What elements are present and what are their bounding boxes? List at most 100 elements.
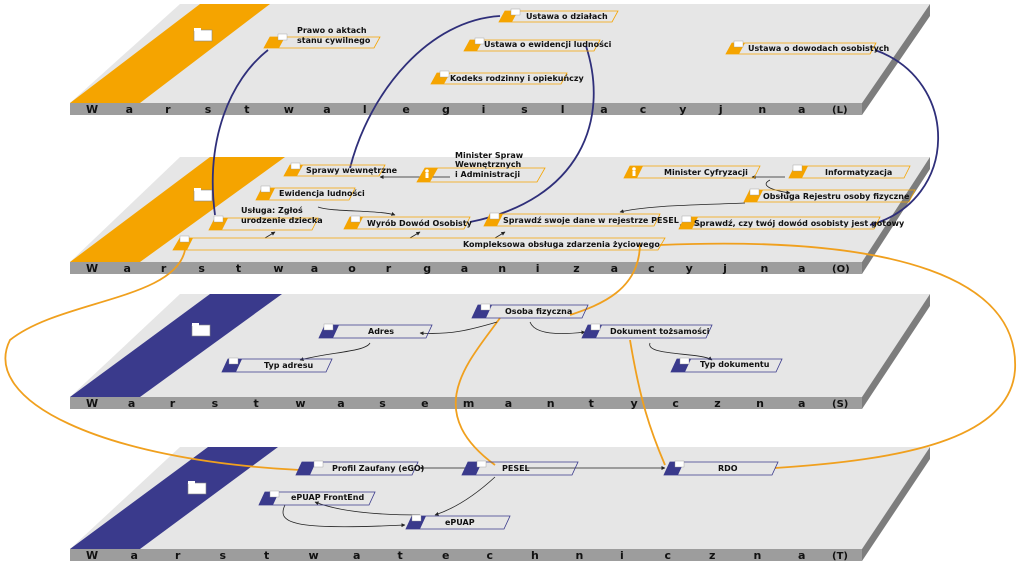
layer-title-letter: c [648, 262, 655, 275]
layer-title-letter: n [756, 397, 764, 410]
node-box [416, 167, 546, 183]
node-label: Osoba fizyczna [505, 307, 572, 316]
node-typ-dokumentu[interactable]: Typ dokumentu [670, 357, 783, 373]
document-icon [277, 33, 288, 41]
node-ewidencja-ludnosci[interactable]: Ewidencja ludności [255, 185, 365, 201]
node-sprawdz-pesel[interactable]: Sprawdź swoje dane w rejestrze PESEL [483, 212, 679, 227]
document-icon [681, 215, 692, 223]
layer-title-letter: y [686, 262, 693, 275]
plane-top [70, 447, 930, 549]
layer-title-letter: W [86, 103, 98, 116]
layer-title-letter: s [205, 103, 212, 116]
layer-title-letter: e [421, 397, 428, 410]
layer-title-letter: z [709, 549, 715, 562]
layer-title-letter: w [309, 549, 319, 562]
document-icon [489, 212, 500, 220]
arrow [619, 202, 746, 214]
layer-title-letter: w [295, 397, 305, 410]
arrow [494, 231, 506, 239]
layer-title-letter: j [722, 262, 727, 275]
server-icon [674, 460, 685, 468]
node-kompleksowa-obsluga[interactable]: Kompleksowa obsługa zdarzenia życiowego [172, 235, 666, 251]
node-obsluga-rejestru[interactable]: Obsługa Rejestru osoby fizyczne [743, 188, 916, 203]
node-label: Ustawa o ewidencji ludności [484, 39, 612, 49]
layer-title-letter: c [665, 549, 672, 562]
layer-title-letter: r [170, 397, 176, 410]
node-box [725, 42, 877, 55]
layer-title-letter: i [482, 103, 486, 116]
document-icon [228, 357, 239, 365]
layer-title-letter: n [576, 549, 584, 562]
layer-title-letter: a [505, 397, 512, 410]
node-adres[interactable]: Adres [318, 323, 433, 339]
node-ustawa-o-dzialach[interactable]: Ustawa o działach [498, 8, 619, 23]
node-dokument-tozsamosci[interactable]: Dokument tożsamości [581, 323, 713, 339]
node-ustawa-o-dowodach[interactable]: Ustawa o dowodach osobistych [725, 40, 890, 55]
node-kodeks-rodzinny[interactable]: Kodeks rodzinny i opiekuńczy [430, 70, 585, 85]
layer-title-letter: y [679, 103, 686, 116]
node-ustawa-o-ewidencji[interactable]: Ustawa o ewidencji ludności [463, 37, 612, 52]
node-label: Kompleksowa obsługa zdarzenia życiowego [463, 240, 660, 249]
layer-title-letter: a [798, 397, 805, 410]
document-icon [679, 357, 690, 365]
arrow [765, 179, 791, 195]
node-informatyzacja[interactable]: Informatyzacja [788, 164, 911, 179]
layer-title-letter: a [798, 262, 805, 275]
plane-top [70, 157, 930, 262]
node-box [263, 36, 381, 49]
document-icon [213, 215, 224, 223]
node-label: Ustawa o dowodach osobistych [748, 44, 890, 53]
node-sprawdz-dowod[interactable]: Sprawdź, czy twój dowód osobisty jest go… [678, 215, 905, 230]
layer-title-letter: n [754, 549, 762, 562]
document-icon [179, 235, 190, 243]
plane-front-edge [70, 549, 862, 561]
plane-accent-stripe [70, 157, 285, 262]
cross-layer-links [4, 15, 1016, 471]
server-icon [313, 460, 324, 468]
layer-title-letter: a [131, 549, 138, 562]
layer-title-letter: W [86, 397, 98, 410]
node-label: Sprawdź swoje dane w rejestrze PESEL [503, 216, 679, 225]
layer-code: (T) [832, 551, 848, 562]
layer-title-letter: r [386, 262, 392, 275]
layer-title-letter: l [363, 103, 367, 116]
link-kompleksowa-osoba [569, 242, 641, 316]
layer-title-letter: n [758, 103, 766, 116]
layer-title-letter: s [212, 397, 219, 410]
server-icon [269, 490, 280, 498]
node-label: Ustawa o działach [526, 12, 608, 21]
node-prawo-o-aktach[interactable]: Prawo o aktach stanu cywilnego [263, 26, 381, 49]
person-icon [632, 167, 636, 176]
node-osoba-fizyczna[interactable]: Osoba fizyczna [471, 303, 589, 319]
node-wyrob-dowod[interactable]: Wyrób Dowód Osobisty [343, 215, 473, 230]
layer-title-letter: a [124, 262, 131, 275]
layer-title-letter: s [198, 262, 205, 275]
arrow [434, 476, 496, 516]
node-box [318, 324, 433, 339]
node-minister-cyfryzacji[interactable]: Minister Cyfryzacji [623, 165, 761, 179]
node-label: Sprawy wewnętrzne [306, 166, 398, 175]
node-minister-spraw[interactable]: Minister Spraw Wewnętrznych i Administra… [416, 151, 546, 183]
node-label: RDO [718, 464, 738, 473]
layer-title-letter: a [353, 549, 360, 562]
server-icon [476, 460, 487, 468]
document-icon [439, 70, 450, 78]
link-kompleksowa-rdo [659, 242, 1016, 469]
node-profil-zaufany[interactable]: Profil Zaufany (eGO) [295, 460, 424, 476]
node-typ-adresu[interactable]: Typ adresu [221, 357, 333, 373]
node-label: Minister Spraw [455, 151, 524, 160]
node-label: Typ adresu [264, 361, 313, 370]
node-epuap-frontend[interactable]: ePUAP FrontEnd [258, 490, 376, 506]
layer-code: (L) [832, 105, 848, 116]
node-pesel[interactable]: PESEL [461, 460, 579, 476]
node-box [295, 461, 419, 476]
node-epuap[interactable]: ePUAP [405, 514, 511, 530]
node-sprawy-wewnetrzne[interactable]: Sprawy wewnętrzne [283, 162, 398, 177]
folder-icon [187, 481, 207, 495]
node-label: Dokument tożsamości [610, 326, 710, 336]
node-usluga-zglos[interactable]: Usługa: Zgłoś urodzenie dziecka [208, 205, 323, 231]
node-rdo[interactable]: RDO [663, 460, 779, 476]
layer-title-letter: a [798, 103, 805, 116]
arrow [282, 504, 406, 528]
